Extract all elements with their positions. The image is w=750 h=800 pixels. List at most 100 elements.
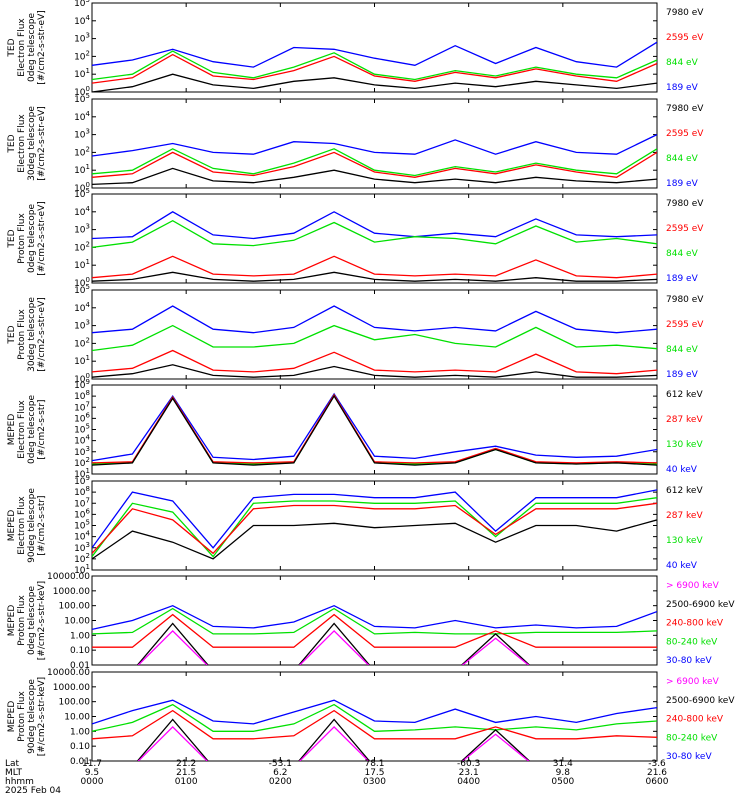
y-axis-label: [#/cm2-s-str-eV] bbox=[37, 10, 47, 85]
y-tick-label: 1.00 bbox=[70, 631, 90, 641]
y-tick-label: 104 bbox=[74, 110, 90, 123]
series-line bbox=[136, 622, 531, 665]
y-axis-label: Electron Flux bbox=[17, 18, 27, 77]
y-tick-label: 100 bbox=[74, 181, 90, 194]
y-axis-label: 90deg telescope bbox=[27, 679, 37, 754]
x-tick-label-mlt: 6.2 bbox=[273, 768, 287, 778]
y-tick-label: 104 bbox=[74, 14, 90, 27]
y-tick-label: 0.01 bbox=[70, 757, 90, 767]
x-tick-label-mlt: 9.8 bbox=[556, 768, 571, 778]
y-tick-label: 102 bbox=[74, 145, 90, 158]
series-line bbox=[92, 41, 657, 68]
x-tick-label-mlt: 17.5 bbox=[364, 768, 384, 778]
y-axis-label: 0deg telescope bbox=[27, 395, 37, 465]
panel-7: 0.01 0.10 1.00 10.00 100.00 1000.00 10000.00 ME… bbox=[7, 572, 735, 671]
legend-entry: 287 keV bbox=[666, 511, 703, 521]
series-line bbox=[92, 699, 657, 725]
series-line bbox=[92, 324, 657, 352]
y-tick-label: 0.10 bbox=[70, 646, 90, 656]
x-tick-label-mlt: 21.5 bbox=[176, 768, 196, 778]
y-tick-label: 1000.00 bbox=[53, 683, 90, 693]
legend-entry: 7980 eV bbox=[666, 295, 704, 305]
series-line bbox=[136, 718, 531, 761]
y-tick-label: 109 bbox=[74, 378, 90, 391]
legend-entry: 80-240 keV bbox=[666, 637, 718, 647]
y-tick-label: 10.00 bbox=[64, 617, 90, 627]
legend-entry: 7980 eV bbox=[666, 104, 704, 114]
x-row-label: MLT bbox=[5, 768, 23, 778]
series-line bbox=[92, 73, 657, 92]
series-line bbox=[92, 271, 657, 282]
y-tick-label: 103 bbox=[74, 32, 90, 45]
y-tick-label: 102 bbox=[74, 552, 90, 565]
y-axis-label: 30deg telescope bbox=[27, 106, 37, 181]
series-line bbox=[92, 349, 657, 375]
x-tick-label-lat: -3.6 bbox=[648, 759, 666, 769]
legend-entry: 40 keV bbox=[666, 465, 698, 475]
y-axis-label: 30deg telescope bbox=[27, 297, 37, 372]
panel-frame bbox=[91, 2, 658, 93]
y-tick-label: 101 bbox=[74, 258, 90, 271]
legend-entry: 287 keV bbox=[666, 415, 703, 425]
series-line bbox=[92, 519, 657, 560]
y-tick-label: 108 bbox=[74, 485, 90, 498]
y-tick-label: 103 bbox=[74, 541, 90, 554]
y-tick-label: 104 bbox=[74, 205, 90, 218]
x-tick-label-hhmm: 0100 bbox=[175, 777, 198, 787]
y-axis-label: MEPED bbox=[7, 605, 17, 637]
y-tick-label: 105 bbox=[74, 187, 90, 200]
y-tick-label: 101 bbox=[74, 163, 90, 176]
legend-entry: 80-240 keV bbox=[666, 733, 718, 743]
legend-entry: 189 eV bbox=[666, 83, 699, 93]
x-tick-label-mlt: 21.6 bbox=[647, 768, 667, 778]
x-tick-label-lat: -53.1 bbox=[269, 759, 292, 769]
legend-entry: 7980 eV bbox=[666, 199, 704, 209]
series-line bbox=[92, 148, 657, 177]
series-line bbox=[92, 489, 657, 549]
y-axis-label: TED bbox=[7, 38, 17, 57]
y-tick-label: 100.00 bbox=[59, 698, 91, 708]
legend-entry: 2500-6900 keV bbox=[666, 600, 735, 610]
legend-entry: 844 eV bbox=[666, 58, 699, 68]
legend-entry: 7980 eV bbox=[666, 8, 704, 18]
y-tick-label: 1.00 bbox=[70, 727, 90, 737]
y-tick-label: 105 bbox=[74, 0, 90, 9]
x-tick-label-hhmm: 0000 bbox=[81, 777, 104, 787]
legend-entry: 2500-6900 keV bbox=[666, 696, 735, 706]
y-tick-label: 103 bbox=[74, 128, 90, 141]
y-axis-label: 90deg telescope bbox=[27, 488, 37, 563]
legend-entry: 612 keV bbox=[666, 390, 703, 400]
legend-entry: 844 eV bbox=[666, 154, 699, 164]
series-line bbox=[92, 219, 657, 249]
x-row-label: Lat bbox=[5, 759, 20, 769]
legend-entry: 2595 eV bbox=[666, 320, 704, 330]
series-line bbox=[92, 502, 657, 555]
y-tick-label: 102 bbox=[74, 456, 90, 469]
y-tick-label: 100 bbox=[74, 372, 90, 385]
y-tick-label: 105 bbox=[74, 519, 90, 532]
legend-entry: 189 eV bbox=[666, 274, 699, 284]
x-tick-label-hhmm: 0600 bbox=[646, 777, 669, 787]
x-tick-label-mlt: 23.1 bbox=[459, 768, 479, 778]
x-tick-label-hhmm: 0300 bbox=[363, 777, 386, 787]
y-tick-label: 104 bbox=[74, 530, 90, 543]
series-line bbox=[92, 607, 657, 635]
series-line bbox=[92, 497, 657, 558]
y-tick-label: 106 bbox=[74, 411, 90, 424]
series-line bbox=[92, 53, 657, 84]
series-line bbox=[92, 50, 657, 81]
panel-2: 100 101 102 103 104 105 TED Electron Flux 30deg … bbox=[7, 92, 704, 194]
panel-3: 100 101 102 103 104 105 TED Proton Flux 0deg tel… bbox=[7, 187, 704, 289]
y-tick-label: 101 bbox=[74, 67, 90, 80]
panel-4: 100 101 102 103 104 105 TED Proton Flux 30deg te… bbox=[7, 283, 704, 385]
y-axis-label: 0deg telescope bbox=[27, 586, 37, 656]
series-line bbox=[92, 604, 657, 631]
x-tick-label-lat: -60.3 bbox=[457, 759, 480, 769]
y-tick-label: 101 bbox=[74, 467, 90, 480]
y-axis-label: Electron Flux bbox=[17, 400, 27, 459]
legend-entry: > 6900 keV bbox=[666, 677, 720, 687]
series-line bbox=[92, 392, 657, 462]
y-tick-label: 101 bbox=[74, 354, 90, 367]
legend-entry: 240-800 keV bbox=[666, 715, 724, 725]
panel-8: 0.01 0.10 1.00 10.00 100.00 1000.00 10000.00 ME… bbox=[7, 668, 735, 767]
